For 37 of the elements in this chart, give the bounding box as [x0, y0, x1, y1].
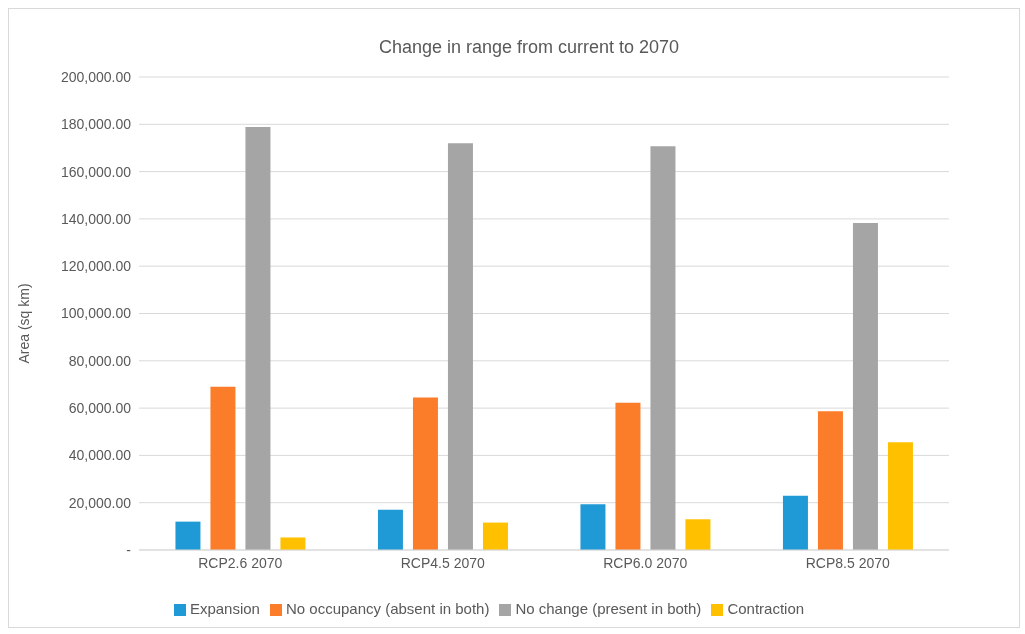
bar: [580, 504, 606, 550]
legend-label: No occupancy (absent in both): [285, 600, 490, 617]
x-tick-label: RCP2.6 2070: [198, 554, 283, 571]
x-tick-label: RCP8.5 2070: [805, 554, 890, 571]
y-tick-label: 40,000.00: [68, 447, 132, 464]
bar: [280, 537, 306, 550]
y-axis-title: Area (sq km): [15, 283, 32, 364]
x-tick-label: RCP4.5 2070: [400, 554, 485, 571]
y-tick-label: 180,000.00: [60, 116, 132, 133]
bar: [685, 519, 711, 550]
legend-label: No change (present in both): [515, 600, 702, 617]
bar: [175, 521, 201, 550]
bar: [782, 495, 808, 550]
bar: [852, 222, 878, 550]
chart-title: Change in range from current to 2070: [377, 36, 681, 59]
y-tick-label: 80,000.00: [68, 352, 132, 369]
x-tick-label: RCP6.0 2070: [603, 554, 688, 571]
bar: [817, 411, 843, 550]
y-tick-label: 200,000.00: [60, 68, 132, 85]
y-tick-label: 100,000.00: [60, 305, 132, 322]
bar: [650, 146, 676, 550]
legend-label: Contraction: [727, 600, 805, 617]
bar: [615, 402, 641, 550]
y-tick-label: 160,000.00: [60, 163, 132, 180]
bar: [377, 509, 403, 550]
y-tick-label: 60,000.00: [68, 400, 132, 417]
legend-label: Expansion: [189, 600, 260, 617]
bar: [887, 442, 913, 550]
bar: [482, 522, 508, 550]
y-tick-label: 120,000.00: [60, 258, 132, 275]
y-tick-label: 20,000.00: [68, 494, 132, 511]
y-tick-label: -: [126, 541, 132, 558]
bar: [210, 386, 236, 550]
bar: [412, 397, 438, 550]
bar: [245, 126, 271, 550]
bar: [447, 143, 473, 550]
y-tick-label: 140,000.00: [60, 210, 132, 227]
